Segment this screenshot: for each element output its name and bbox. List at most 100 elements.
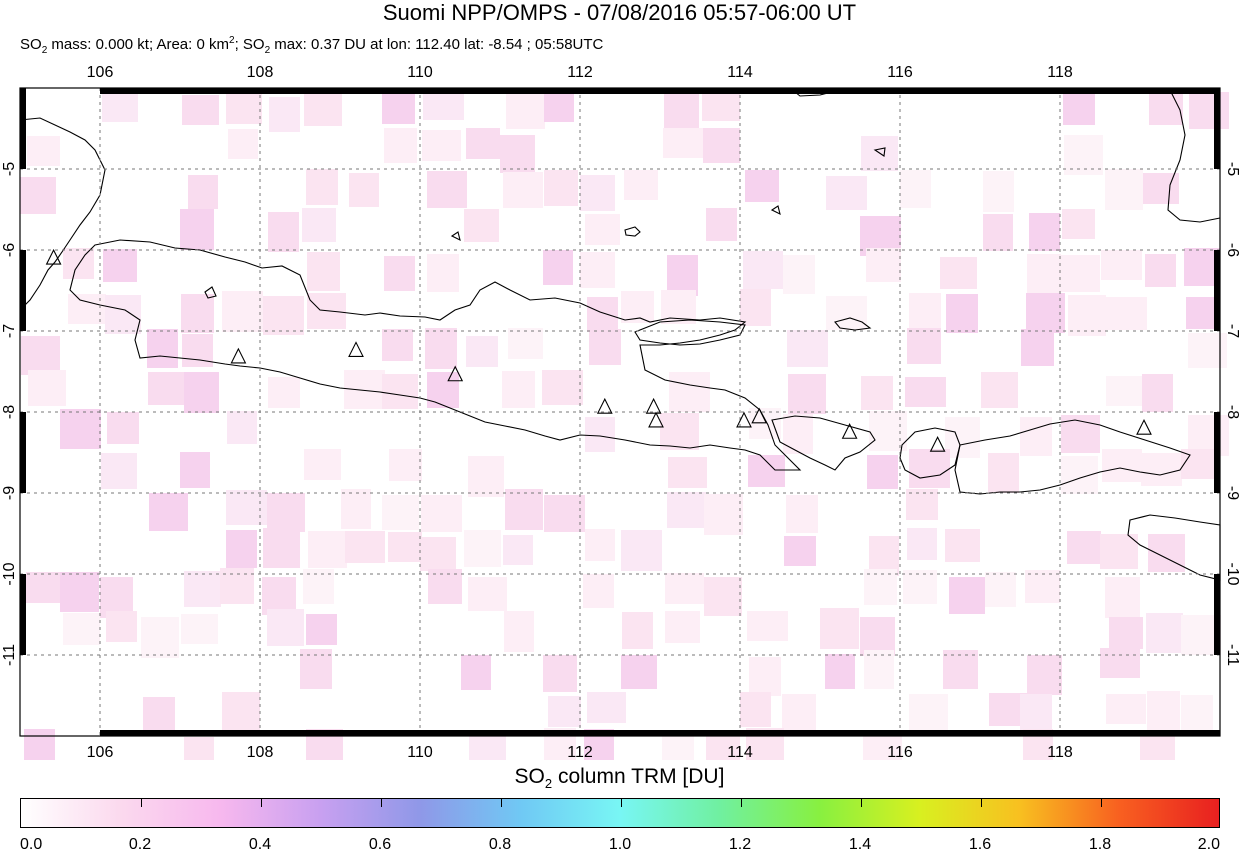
so2-cell [783, 414, 813, 454]
frame-bar [1214, 88, 1220, 169]
so2-cell [945, 417, 980, 458]
so2-cell [983, 214, 1013, 251]
frame-bar [580, 88, 740, 94]
so2-cell [182, 334, 213, 367]
so2-cell [909, 694, 948, 735]
so2-cell [1029, 213, 1060, 251]
so2-cell [1148, 534, 1185, 572]
lon-labels-bottom: 106 108 110 112 114 116 118 [87, 744, 1073, 760]
so2-cell [949, 577, 985, 614]
so2-cell [302, 208, 336, 242]
coast-lombok [899, 427, 961, 479]
so2-cell [382, 93, 415, 124]
so2-cell [580, 175, 615, 211]
so2-cell [28, 370, 66, 406]
frame-bar [20, 250, 26, 331]
frame-bar [100, 730, 260, 736]
so2-cell [826, 176, 867, 210]
so2-cell [141, 617, 179, 658]
so2-cell [583, 574, 614, 608]
so2-cell [21, 336, 60, 375]
so2-cell [1064, 135, 1103, 175]
colorbar-title-main: SO [514, 765, 545, 788]
lat-tick-label: -9 [1, 486, 18, 500]
volcano-icon [447, 365, 464, 382]
coast-bali [771, 415, 876, 471]
coast-islet-b [450, 231, 461, 242]
frame-bar [260, 730, 420, 736]
so2-cell [587, 297, 618, 332]
so2-cell [389, 449, 422, 481]
frame-bar [900, 88, 1060, 94]
so2-cell [149, 493, 188, 531]
so2-cell [820, 608, 859, 649]
so2-cell [107, 412, 139, 444]
so2-cell [544, 495, 585, 532]
so2-cell [382, 329, 413, 361]
so2-cell [740, 692, 771, 727]
so2-cell [1020, 417, 1052, 456]
so2-cell [945, 529, 980, 562]
map-grid [20, 88, 1220, 736]
so2-cell [63, 248, 94, 279]
so2-cell [624, 170, 658, 200]
colorbar-tick-label: 1.2 [728, 836, 752, 853]
so2-cell [706, 208, 737, 241]
so2-cell [182, 95, 219, 125]
so2-cell [1026, 293, 1065, 333]
so2-cell [1143, 173, 1179, 204]
lon-tick-label: 112 [567, 64, 593, 81]
so2-cell [1020, 694, 1052, 731]
so2-cell [985, 572, 1016, 607]
so2-cell [988, 453, 1019, 493]
so2-cell [427, 171, 467, 208]
so2-cell [461, 655, 491, 690]
so2-cell [909, 449, 950, 488]
so2-cell [745, 170, 779, 202]
so2-cell [304, 449, 341, 480]
so2-cell [706, 734, 740, 760]
lon-tick-label: 114 [727, 744, 753, 760]
so2-cell [543, 655, 577, 692]
so2-cell [188, 175, 218, 209]
frame-bar [20, 574, 26, 655]
lat-labels-right: -5 -6 -7 -8 -9 -10 -11 [1224, 162, 1239, 666]
so2-cell [20, 177, 56, 214]
so2-cell [748, 455, 785, 487]
so2-cell [1063, 91, 1095, 125]
lon-tick-label: 110 [407, 744, 433, 760]
so2-cell [500, 135, 535, 173]
lat-tick-label: -9 [1224, 486, 1239, 500]
so2-cell [428, 569, 462, 604]
so2-cell [907, 328, 941, 364]
so2-cell [867, 455, 898, 489]
lat-labels-left: -5 -6 -7 -8 -9 -10 -11 [1, 162, 18, 666]
volcano-icon [645, 397, 662, 414]
so2-cell [103, 249, 137, 282]
so2-cell [466, 128, 500, 159]
so2-cell [384, 128, 417, 163]
so2-cell [306, 614, 337, 645]
colorbar-tick-mark [741, 799, 742, 807]
so2-cell [1142, 374, 1173, 412]
so2-cell [382, 374, 418, 409]
so2-cell [1021, 329, 1054, 366]
so2-cell [662, 735, 694, 760]
so2-cell [1106, 297, 1147, 330]
so2-cell [703, 128, 740, 163]
so2-cell [268, 377, 300, 408]
lon-labels-top: 106 108 110 112 114 116 118 [87, 64, 1073, 81]
so2-cell [946, 294, 978, 333]
colorbar-title: SO2 column TRM [DU] [0, 765, 1239, 791]
lat-tick-label: -6 [1, 243, 18, 257]
so2-cell [422, 130, 461, 161]
lon-tick-label: 118 [1047, 64, 1073, 81]
lat-tick-label: -11 [1, 644, 18, 666]
so2-cell [1068, 295, 1106, 336]
so2-cell [548, 696, 581, 727]
so2-cell [747, 611, 788, 641]
so2-cell [903, 570, 937, 604]
lat-tick-label: -8 [1224, 405, 1239, 419]
frame-bar [1060, 730, 1220, 736]
so2-cell [749, 657, 781, 696]
